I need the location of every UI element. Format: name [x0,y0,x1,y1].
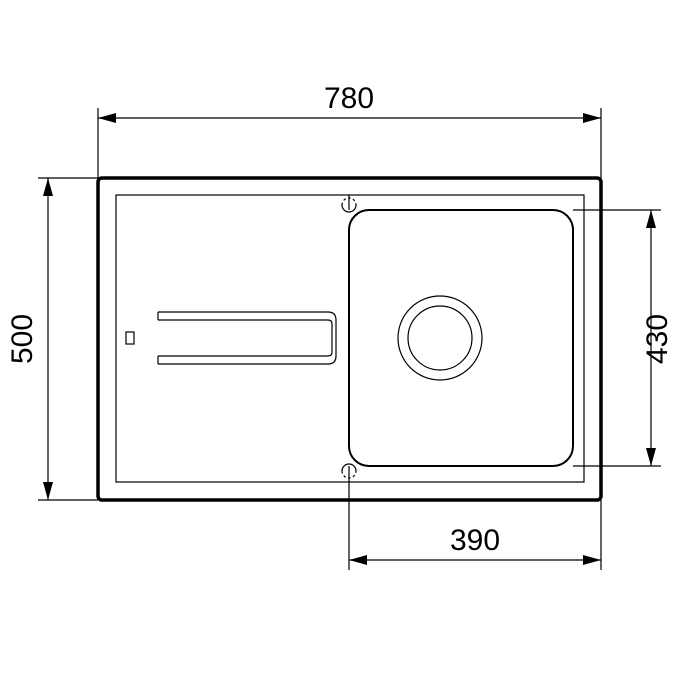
dimension-right: 430 [573,210,674,466]
overflow-slot [126,332,134,344]
dim-right-label: 430 [641,314,674,364]
drainboard-grooves [158,312,336,364]
dimension-bottom: 390 [349,482,601,570]
dimension-left: 500 [6,178,98,500]
dim-left-label: 500 [6,314,39,364]
dim-bottom-label: 390 [450,524,500,557]
sink-technical-drawing: 780 500 430 390 [0,0,700,700]
drain-outer-circle [398,296,482,380]
drain-inner-circle [408,306,472,370]
dimension-top: 780 [98,82,601,178]
dim-top-label: 780 [324,82,374,115]
basin-outline [349,210,573,466]
